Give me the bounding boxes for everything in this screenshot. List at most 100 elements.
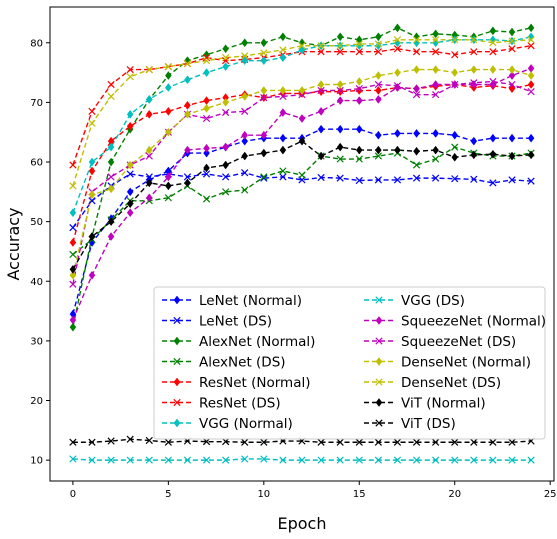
data-point — [317, 86, 325, 95]
data-point — [374, 48, 382, 56]
legend-item: SqueezeNet (DS) — [364, 334, 516, 350]
legend-marker — [173, 295, 181, 305]
data-point — [298, 114, 306, 123]
y-tick-label: 20 — [30, 396, 43, 407]
data-point — [508, 456, 516, 464]
data-point — [317, 80, 325, 89]
data-point — [126, 456, 134, 464]
data-point — [317, 106, 325, 116]
data-point — [107, 184, 115, 194]
data-point — [355, 77, 363, 86]
data-point — [336, 174, 344, 182]
data-point — [317, 151, 325, 161]
data-point — [165, 172, 172, 182]
data-point — [222, 160, 229, 170]
data-point — [355, 155, 363, 163]
data-point — [222, 97, 229, 107]
data-point — [241, 92, 249, 101]
y-tick-label: 50 — [30, 217, 43, 228]
data-point — [126, 109, 134, 119]
legend-marker — [375, 337, 383, 345]
data-point — [374, 176, 382, 184]
y-tick-label: 40 — [30, 277, 43, 288]
data-point — [393, 176, 402, 184]
data-point — [393, 456, 402, 464]
data-point — [88, 107, 96, 115]
data-point — [432, 456, 440, 464]
data-point — [317, 173, 325, 182]
data-point — [69, 438, 77, 446]
data-point — [470, 150, 478, 160]
data-point — [126, 199, 134, 209]
data-point — [88, 456, 96, 464]
legend-item: ResNet (DS) — [162, 396, 281, 412]
data-point — [126, 170, 134, 178]
data-point — [470, 136, 478, 146]
data-point — [451, 51, 459, 59]
series-points-densenet-ds — [69, 36, 535, 190]
data-point — [432, 29, 439, 39]
data-point — [260, 86, 268, 95]
data-point — [145, 94, 153, 104]
y-axis-ticks: 10 20 30 40 50 60 70 80 — [30, 38, 50, 467]
data-point — [374, 40, 382, 48]
data-point — [165, 181, 172, 191]
legend-label: ResNet (DS) — [199, 396, 281, 412]
data-point — [183, 456, 192, 464]
data-point — [202, 438, 211, 446]
data-point — [412, 174, 421, 182]
data-point — [184, 178, 191, 188]
data-point — [412, 48, 421, 56]
data-point — [88, 270, 96, 280]
data-point — [203, 163, 210, 173]
data-point — [489, 438, 497, 446]
data-point — [489, 77, 497, 86]
series-points-vgg-ds — [69, 455, 535, 464]
legend-label: SqueezeNet (DS) — [401, 334, 516, 350]
data-point — [222, 62, 229, 72]
data-point — [145, 193, 153, 203]
data-point — [375, 145, 382, 155]
legend-label: LeNet (DS) — [199, 314, 272, 330]
legend-marker — [375, 378, 383, 386]
data-point — [393, 45, 402, 53]
data-point — [374, 456, 382, 464]
data-point — [355, 41, 363, 51]
legend-label: ViT (Normal) — [401, 396, 486, 412]
data-point — [432, 36, 440, 44]
legend-item: AlexNet (DS) — [162, 355, 286, 371]
data-point — [489, 149, 497, 159]
data-point — [489, 48, 497, 56]
data-point — [432, 48, 440, 56]
data-point — [145, 152, 153, 160]
data-point — [355, 85, 363, 93]
data-point — [164, 62, 172, 71]
legend-marker — [173, 316, 181, 325]
data-point — [393, 36, 402, 44]
data-point — [107, 232, 115, 241]
data-point — [202, 57, 211, 65]
data-point — [470, 36, 478, 44]
data-point — [222, 44, 229, 54]
data-point — [69, 250, 77, 259]
legend-label: AlexNet (DS) — [199, 355, 286, 371]
legend-item: AlexNet (Normal) — [162, 334, 315, 350]
data-point — [394, 128, 401, 138]
data-point — [241, 130, 249, 140]
data-point — [451, 438, 459, 446]
data-point — [413, 65, 420, 75]
data-point — [145, 173, 153, 181]
plot-frame — [49, 6, 555, 482]
legend-label: DenseNet (DS) — [401, 375, 501, 391]
data-point — [279, 145, 287, 155]
data-point — [183, 173, 192, 181]
data-point — [489, 133, 497, 143]
data-point — [260, 438, 268, 446]
x-axis-ticks: 0 5 10 15 20 25 — [70, 481, 557, 500]
data-point — [241, 169, 249, 177]
data-point — [336, 456, 344, 464]
data-point — [374, 152, 382, 160]
legend-item: ViT (DS) — [364, 416, 456, 432]
legend-marker — [375, 398, 383, 407]
data-point — [107, 217, 115, 227]
